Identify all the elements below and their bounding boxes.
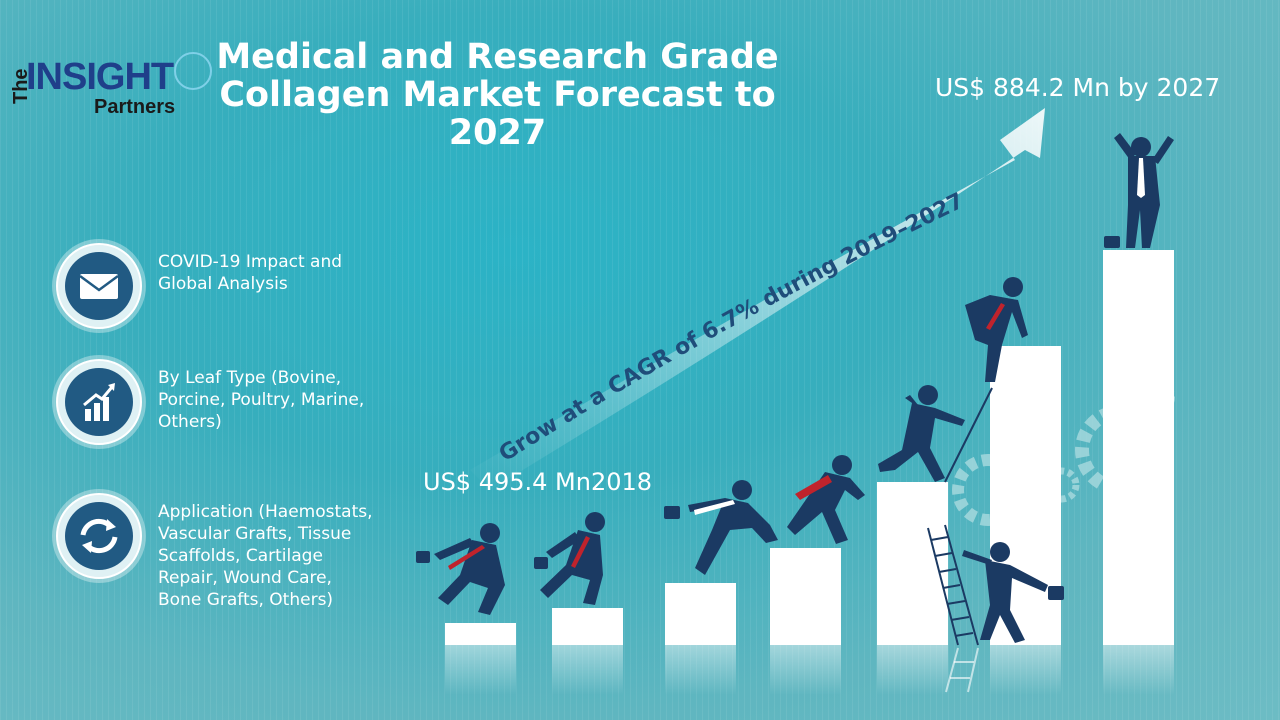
end-value-label: US$ 884.2 Mn by 2027 — [935, 73, 1221, 102]
runner-1 — [416, 523, 505, 615]
feature-leaf-type-text: By Leaf Type (Bovine, Porcine, Poultry, … — [158, 368, 365, 432]
business-people — [416, 133, 1174, 643]
insight-partners-logo: The INSIGHT Partners — [6, 52, 212, 124]
cagr-textpath: Grow at a CAGR of 6.7% during 2019–2027 — [495, 189, 968, 467]
bar-step-3 — [665, 583, 736, 645]
growth-arrow — [470, 108, 1045, 490]
ladder-pole — [944, 387, 993, 483]
runner-3 — [664, 480, 778, 575]
cagr-text: Grow at a CAGR of 6.7% during 2019–2027 — [495, 189, 968, 467]
start-value-label: US$ 495.4 Mn2018 — [423, 468, 653, 496]
winner-person — [1104, 133, 1174, 248]
feature-covid-text: COVID-19 Impact and Global Analysis — [158, 252, 343, 294]
ladder-reflection — [945, 647, 979, 693]
bar-step-2 — [552, 608, 623, 645]
envelope-icon — [56, 243, 142, 329]
bar-step-4 — [770, 548, 841, 645]
bar-reflections — [445, 645, 1174, 695]
cycle-arrows-icon — [56, 493, 142, 579]
runner-2 — [534, 512, 605, 605]
runner-4 — [787, 455, 865, 544]
bar-step-7 — [1103, 250, 1174, 645]
runner-5 — [878, 385, 965, 482]
page-title: Medical and Research Grade Collagen Mark… — [216, 37, 779, 153]
walking-person — [962, 542, 1064, 643]
logo-partners: Partners — [94, 96, 176, 118]
logo-ring — [174, 52, 212, 90]
logo-insight: INSIGHT — [26, 56, 174, 98]
feature-application-text: Application (Haemostats, Vascular Grafts… — [158, 502, 373, 610]
runner-6 — [965, 277, 1028, 382]
growth-chart-icon — [56, 359, 142, 445]
bar-step-1 — [445, 623, 516, 645]
ladder-icon — [927, 524, 979, 646]
